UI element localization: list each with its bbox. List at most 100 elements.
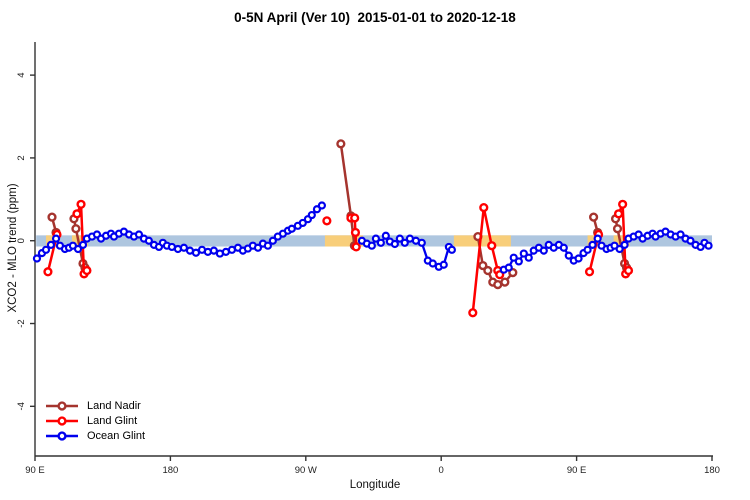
- land-nadir-point: [493, 280, 503, 290]
- ocean-glint-point: [400, 238, 409, 247]
- x-tick-label: 90 E: [25, 465, 45, 476]
- land-glint-point: [350, 213, 360, 223]
- land-nadir-line-marker-icon: [46, 400, 78, 411]
- land-nadir-point: [612, 224, 623, 234]
- ocean-glint-point: [417, 238, 426, 247]
- ocean-glint-point: [583, 245, 592, 254]
- ocean-glint-point: [439, 260, 448, 269]
- ocean-glint-point: [620, 240, 629, 249]
- legend-label: Land Glint: [87, 414, 138, 427]
- ocean-glint-point: [73, 244, 83, 254]
- land-glint-point: [479, 203, 489, 213]
- ocean-glint-point: [32, 254, 42, 263]
- legend: Land Nadir Land Glint Ocean Glint: [44, 398, 145, 443]
- ocean-glint-point: [287, 224, 296, 233]
- ocean-glint-point: [395, 234, 404, 243]
- ocean-glint-point: [504, 263, 513, 272]
- zero-band-land: [453, 235, 511, 247]
- y-tick-label: -4: [16, 402, 27, 410]
- ocean-glint-point: [559, 243, 568, 252]
- land-nadir-point: [500, 277, 510, 287]
- land-nadir-point: [478, 260, 488, 271]
- x-axis-title: Longitude: [349, 479, 401, 491]
- y-tick-label: 2: [16, 155, 27, 160]
- y-tick-label: -2: [16, 319, 27, 327]
- ocean-glint-point: [46, 240, 56, 249]
- ocean-glint-point: [447, 245, 456, 254]
- land-nadir-point: [47, 212, 57, 222]
- legend-item-land-nadir: Land Nadir: [44, 398, 145, 413]
- chart-title: 0-5N April (Ver 10) 2015-01-01 to 2020-1…: [234, 10, 516, 25]
- land-glint-point: [613, 209, 624, 219]
- ocean-glint-point: [78, 240, 88, 249]
- ocean-glint-point: [41, 245, 51, 254]
- ocean-glint-point: [253, 243, 263, 252]
- zero-band-land: [613, 235, 630, 247]
- legend-item-ocean-glint: Ocean Glint: [44, 428, 145, 443]
- land-glint-point: [468, 308, 478, 318]
- ocean-glint-point: [268, 236, 277, 245]
- land-glint-point: [322, 216, 332, 226]
- ocean-glint-point: [144, 236, 153, 245]
- ocean-glint-point: [312, 205, 322, 214]
- ocean-glint-point: [298, 218, 307, 228]
- land-glint-point: [43, 267, 53, 277]
- ocean-glint-point: [428, 259, 437, 268]
- ocean-glint-point: [376, 238, 385, 247]
- ocean-glint-point: [524, 253, 533, 262]
- x-tick-label: 0: [439, 465, 444, 476]
- land-nadir-point: [483, 265, 493, 276]
- land-glint-point: [82, 265, 92, 276]
- ocean-glint-point: [263, 241, 272, 250]
- ocean-glint-point: [307, 210, 316, 220]
- zero-band-land: [72, 235, 88, 247]
- x-tick-label: 180: [704, 465, 720, 476]
- ocean-glint-point: [179, 243, 189, 252]
- land-nadir-point: [336, 139, 346, 149]
- land-glint-point: [350, 227, 361, 238]
- legend-item-land-glint: Land Glint: [44, 413, 145, 428]
- x-tick-label: 180: [162, 465, 178, 476]
- legend-label: Land Nadir: [87, 399, 141, 412]
- ocean-glint-point: [381, 231, 390, 240]
- ocean-glint-point: [209, 246, 218, 255]
- land-glint-line: [471, 206, 501, 315]
- ocean-glint-point: [588, 240, 597, 249]
- ocean-glint-point: [564, 251, 573, 260]
- ocean-glint-point: [615, 244, 624, 254]
- land-glint-point: [76, 199, 86, 209]
- land-glint-point: [618, 199, 628, 209]
- x-tick-label: 90 E: [567, 465, 587, 476]
- land-glint-point: [623, 265, 634, 276]
- land-nadir-point: [589, 212, 599, 222]
- ocean-glint-point: [367, 241, 376, 250]
- ocean-glint-point: [514, 257, 523, 266]
- land-glint-point: [72, 209, 82, 219]
- ocean-glint-line-marker-icon: [46, 430, 78, 441]
- land-glint-line-marker-icon: [46, 415, 78, 426]
- y-tick-label: 4: [16, 72, 27, 77]
- ocean-glint-point: [686, 236, 695, 245]
- land-glint-point: [487, 241, 497, 251]
- ocean-glint-point: [51, 234, 61, 243]
- ocean-glint-point: [134, 230, 144, 239]
- ocean-glint-point: [593, 234, 602, 243]
- ocean-glint-point: [676, 230, 685, 239]
- y-axis-title: XCO2 - MLO trend (ppm): [7, 183, 19, 313]
- ocean-glint-point: [191, 248, 201, 257]
- land-glint-point: [351, 242, 361, 252]
- ocean-glint-point: [704, 241, 713, 250]
- legend-label: Ocean Glint: [87, 429, 146, 442]
- ocean-glint-point: [390, 239, 399, 249]
- land-glint-point: [584, 267, 595, 277]
- ocean-glint-point: [539, 246, 548, 255]
- ocean-glint-point: [519, 249, 528, 258]
- y-tick-label: 0: [16, 238, 27, 243]
- ocean-glint-point: [509, 253, 518, 262]
- ocean-glint-point: [317, 201, 326, 210]
- zero-band-land: [324, 235, 363, 247]
- land-nadir-point: [71, 224, 81, 234]
- ocean-glint-point: [574, 254, 583, 263]
